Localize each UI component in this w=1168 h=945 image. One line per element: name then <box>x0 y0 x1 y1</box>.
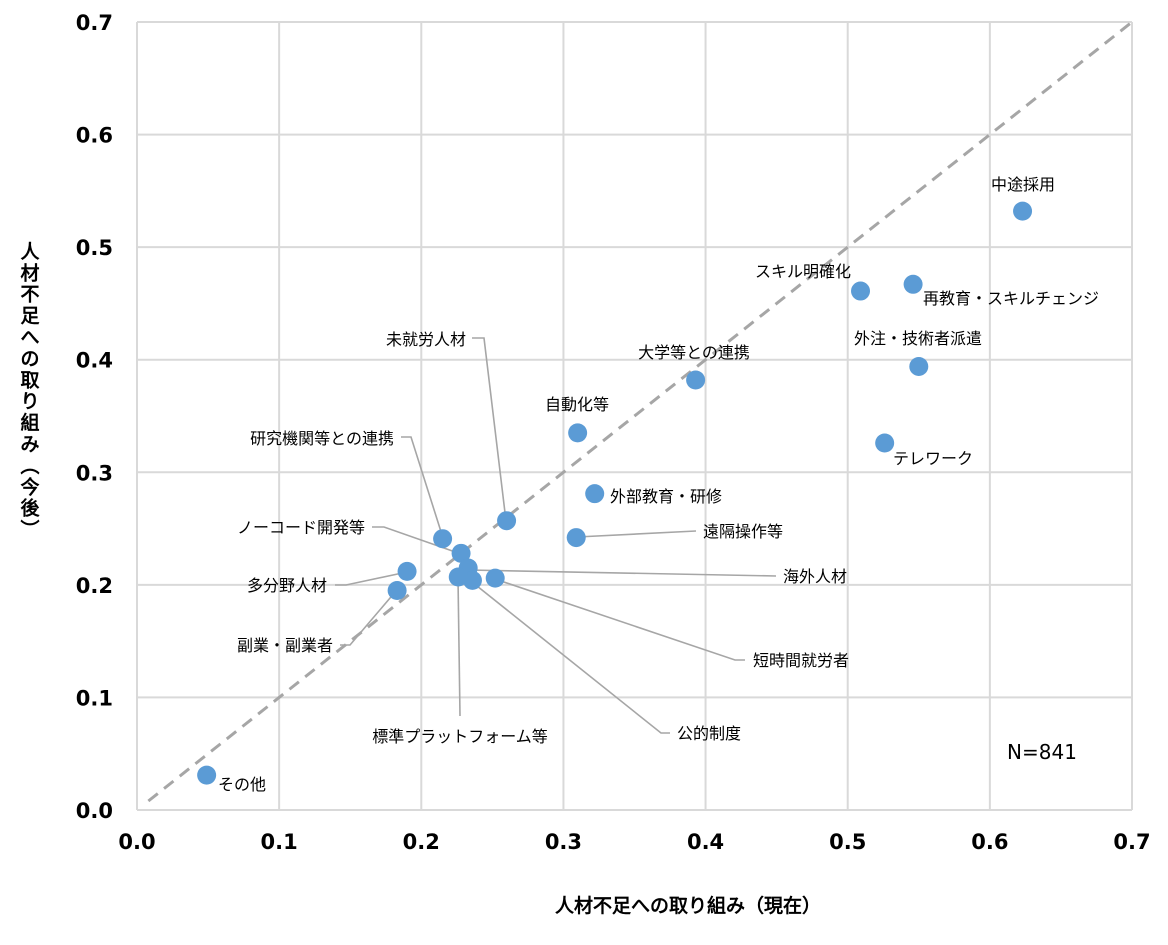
data-point <box>485 568 505 588</box>
y-tick-label: 0.3 <box>76 461 113 485</box>
data-point <box>387 580 407 600</box>
data-point <box>909 356 929 376</box>
point-label: 中途採用 <box>991 175 1055 194</box>
point-label: 再教育・スキルチェンジ <box>923 289 1099 308</box>
y-axis-label: 人材不足への取り組み︵今後︶ <box>19 241 40 541</box>
data-point <box>462 570 482 590</box>
leader-line <box>576 530 697 538</box>
data-point <box>585 484 605 504</box>
leader-line <box>401 436 444 539</box>
data-point <box>497 511 517 531</box>
leader-line <box>494 578 745 661</box>
data-points <box>197 201 1033 785</box>
x-tick-label: 0.4 <box>687 830 724 854</box>
point-label: 外注・技術者派遣 <box>854 329 982 348</box>
y-tick-label: 0.5 <box>76 236 113 260</box>
y-tick-label: 0.4 <box>76 349 113 373</box>
point-label: 標準プラットフォーム等 <box>372 727 548 746</box>
x-tick-label: 0.3 <box>545 830 582 854</box>
x-tick-label: 0.5 <box>829 830 866 854</box>
point-label: 副業・副業者 <box>237 636 333 655</box>
sample-size-note: N=841 <box>1007 740 1077 764</box>
leader-line <box>335 571 408 586</box>
leader-line <box>472 337 507 522</box>
point-label: 海外人材 <box>783 567 847 586</box>
data-point <box>448 567 468 587</box>
leader-line <box>340 590 397 646</box>
x-tick-label: 0.6 <box>971 830 1008 854</box>
gridlines <box>136 21 1133 811</box>
data-point <box>686 370 706 390</box>
point-label: テレワーク <box>893 449 973 468</box>
x-tick-label: 0.1 <box>261 830 298 854</box>
x-axis-label: 人材不足への取り組み（現在） <box>555 894 821 917</box>
y-tick-label: 0.0 <box>76 799 113 823</box>
data-point <box>903 274 923 294</box>
leader-line <box>471 581 670 734</box>
data-point <box>433 529 453 549</box>
point-label: 短時間就労者 <box>753 651 849 670</box>
x-tick-label: 0.0 <box>118 830 155 854</box>
y-tick-label: 0.7 <box>76 11 113 35</box>
point-label: スキル明確化 <box>755 262 851 281</box>
data-point <box>566 528 586 548</box>
leader-line <box>372 526 462 555</box>
y-tick-label: 0.2 <box>76 574 113 598</box>
leader-line <box>467 569 777 577</box>
point-label: 研究機関等との連携 <box>250 429 394 448</box>
data-point <box>197 765 217 785</box>
x-tick-label: 0.7 <box>1113 830 1150 854</box>
leader-line <box>457 577 461 717</box>
point-label: 遠隔操作等 <box>703 522 783 541</box>
point-label: 公的制度 <box>677 724 741 743</box>
point-label: 自動化等 <box>545 395 609 414</box>
x-tick-label: 0.2 <box>403 830 440 854</box>
point-label: その他 <box>218 775 266 794</box>
point-label: 多分野人材 <box>247 576 327 595</box>
data-point <box>568 423 588 443</box>
point-label: 未就労人材 <box>386 330 466 349</box>
diagonal-reference-line <box>147 20 1133 803</box>
data-point <box>451 543 471 563</box>
point-label: 大学等との連携 <box>638 343 750 362</box>
y-tick-label: 0.6 <box>76 124 113 148</box>
data-point <box>875 433 895 453</box>
data-point <box>1013 201 1033 221</box>
leader-lines <box>335 337 777 734</box>
data-point <box>851 281 871 301</box>
tick-labels: 0.0 0.1 0.2 0.3 0.4 0.5 0.6 0.7 0.0 0.1 0.2 0.3 0.4 0… <box>76 11 1151 854</box>
point-label: 外部教育・研修 <box>610 487 722 506</box>
point-label: ノーコード開発等 <box>237 518 365 537</box>
y-tick-label: 0.1 <box>76 686 113 710</box>
data-point <box>397 561 417 581</box>
